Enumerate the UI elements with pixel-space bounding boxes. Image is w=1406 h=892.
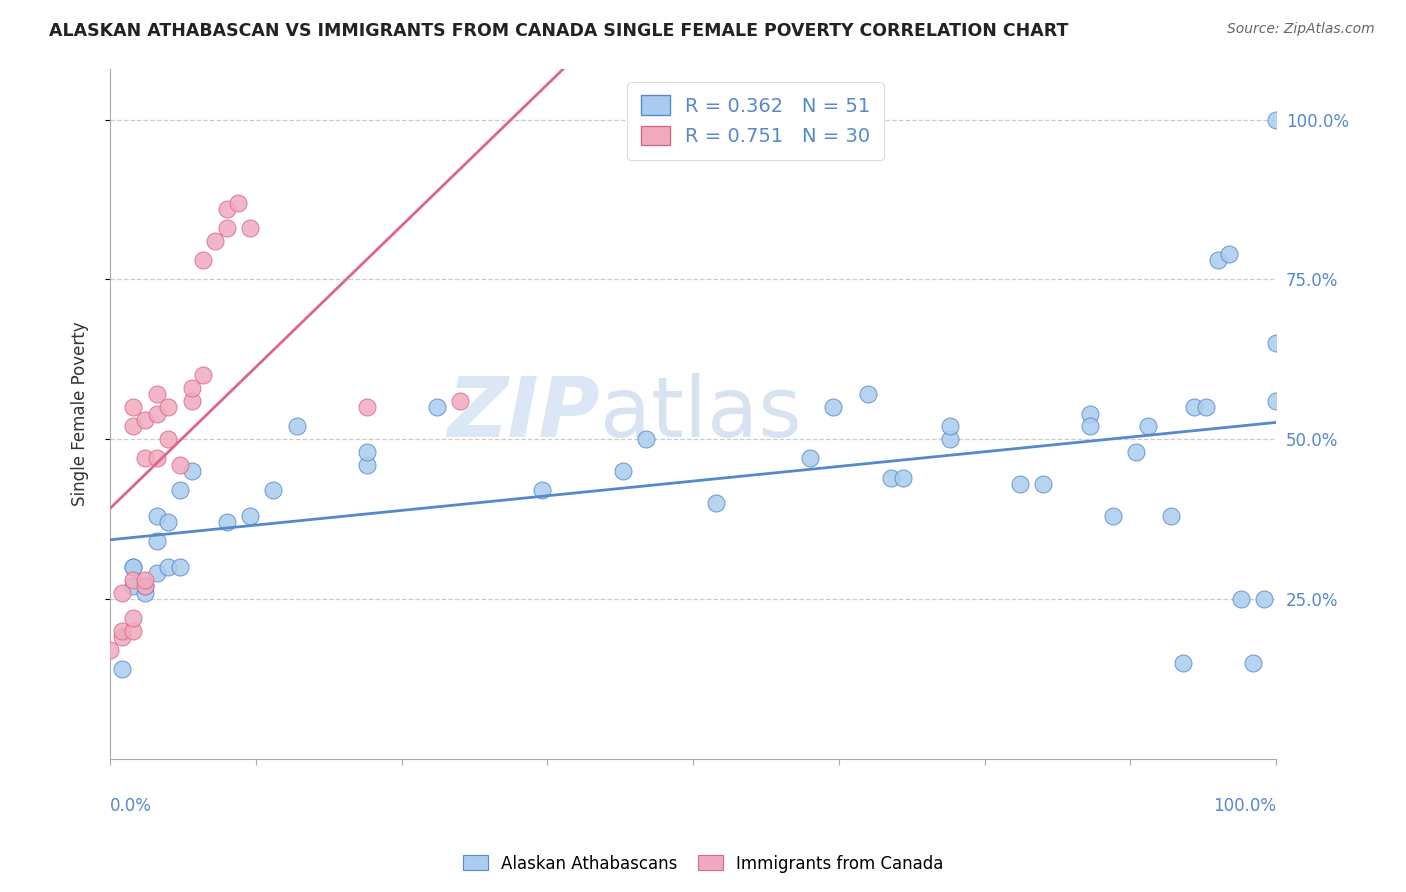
Point <box>157 401 180 415</box>
Point <box>706 496 728 510</box>
Point <box>356 401 378 415</box>
Point <box>1078 419 1101 434</box>
Point <box>180 393 202 408</box>
Point <box>1265 393 1288 408</box>
Point <box>856 387 879 401</box>
Point <box>821 401 844 415</box>
Point <box>262 483 284 498</box>
Point <box>1008 477 1031 491</box>
Point <box>1241 656 1264 670</box>
Point <box>122 611 145 625</box>
Point <box>1125 445 1147 459</box>
Point <box>111 585 134 599</box>
Text: 0.0%: 0.0% <box>110 797 152 814</box>
Point <box>530 483 553 498</box>
Text: ALASKAN ATHABASCAN VS IMMIGRANTS FROM CANADA SINGLE FEMALE POVERTY CORRELATION C: ALASKAN ATHABASCAN VS IMMIGRANTS FROM CA… <box>49 22 1069 40</box>
Point <box>425 401 447 415</box>
Point <box>1032 477 1054 491</box>
Point <box>145 407 167 421</box>
Point <box>1160 508 1182 523</box>
Text: Source: ZipAtlas.com: Source: ZipAtlas.com <box>1227 22 1375 37</box>
Point <box>122 419 145 434</box>
Legend: Alaskan Athabascans, Immigrants from Canada: Alaskan Athabascans, Immigrants from Can… <box>456 848 950 880</box>
Point <box>169 560 191 574</box>
Point <box>1195 401 1218 415</box>
Point <box>169 483 191 498</box>
Point <box>938 432 960 446</box>
Point <box>134 573 156 587</box>
Point <box>215 202 238 216</box>
Point <box>799 451 821 466</box>
Point <box>880 470 903 484</box>
Point <box>180 464 202 478</box>
Point <box>111 624 134 638</box>
Point <box>239 221 262 235</box>
Point <box>122 573 145 587</box>
Point <box>1171 656 1194 670</box>
Point <box>157 432 180 446</box>
Point <box>122 560 145 574</box>
Point <box>122 401 145 415</box>
Point <box>239 508 262 523</box>
Point <box>145 451 167 466</box>
Point <box>1078 407 1101 421</box>
Point <box>98 643 121 657</box>
Text: atlas: atlas <box>600 373 801 454</box>
Point <box>449 393 471 408</box>
Point <box>1265 112 1288 127</box>
Point <box>1230 592 1253 607</box>
Point <box>145 534 167 549</box>
Point <box>169 458 191 472</box>
Point <box>193 253 215 268</box>
Point <box>612 464 634 478</box>
Legend: R = 0.362   N = 51, R = 0.751   N = 30: R = 0.362 N = 51, R = 0.751 N = 30 <box>627 82 884 160</box>
Point <box>145 508 167 523</box>
Point <box>134 579 156 593</box>
Point <box>122 624 145 638</box>
Point <box>215 221 238 235</box>
Point <box>1218 247 1240 261</box>
Y-axis label: Single Female Poverty: Single Female Poverty <box>72 321 89 506</box>
Point <box>122 579 145 593</box>
Text: ZIP: ZIP <box>447 373 600 454</box>
Text: 100.0%: 100.0% <box>1213 797 1277 814</box>
Point <box>1265 336 1288 351</box>
Point <box>145 566 167 581</box>
Point <box>157 560 180 574</box>
Point <box>228 195 250 210</box>
Point <box>111 631 134 645</box>
Point <box>204 234 226 248</box>
Point <box>636 432 658 446</box>
Point <box>356 445 378 459</box>
Point <box>134 451 156 466</box>
Point <box>134 413 156 427</box>
Point <box>134 579 156 593</box>
Point <box>111 662 134 676</box>
Point <box>1184 401 1206 415</box>
Point <box>180 381 202 395</box>
Point <box>215 516 238 530</box>
Point <box>1102 508 1125 523</box>
Point <box>285 419 308 434</box>
Point <box>134 585 156 599</box>
Point <box>157 516 180 530</box>
Point <box>193 368 215 383</box>
Point <box>1206 253 1229 268</box>
Point <box>356 458 378 472</box>
Point <box>891 470 914 484</box>
Point <box>145 387 167 401</box>
Point <box>1136 419 1159 434</box>
Point <box>938 419 960 434</box>
Point <box>1253 592 1275 607</box>
Point <box>122 560 145 574</box>
